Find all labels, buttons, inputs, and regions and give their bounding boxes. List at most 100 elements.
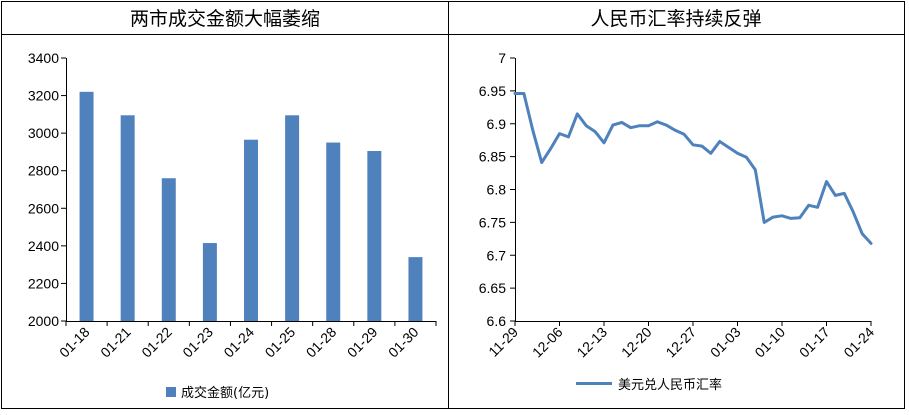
line-point — [585, 124, 588, 127]
bar-x-tick-label: 01-25 — [262, 324, 299, 361]
bar-y-axis-ticks: 2000 2200 2400 2600 2800 3000 3200 3400 — [28, 50, 66, 329]
bar-x-tick-label: 01-23 — [179, 324, 216, 361]
line-point — [718, 140, 721, 143]
line-x-tick-label: 11-29 — [485, 324, 521, 360]
bar-y-tick-label: 3000 — [28, 125, 59, 141]
line-x-tick-label: 12-20 — [618, 324, 655, 361]
line-point — [852, 210, 855, 214]
line-point — [593, 130, 597, 133]
line-point — [745, 156, 748, 159]
line-point — [825, 180, 828, 183]
line-y-tick-label: 6.8 — [487, 182, 507, 198]
line-y-tick-label: 6.65 — [479, 280, 506, 296]
bar-x-tick-label: 01-24 — [220, 324, 257, 361]
bar-series — [79, 91, 423, 322]
line-x-tick-label: 01-03 — [707, 324, 744, 361]
right-chart-title: 人民币汇率持续反弹 — [590, 8, 761, 30]
bar — [285, 115, 300, 322]
bar-y-tick-label: 3400 — [28, 50, 59, 66]
line-point — [754, 168, 757, 171]
bar-y-tick-label: 2600 — [28, 200, 59, 216]
bar-x-tick-label: 01-22 — [138, 324, 175, 361]
line-point — [682, 133, 686, 136]
bar — [202, 243, 217, 321]
bar — [408, 257, 423, 321]
line-point — [700, 144, 704, 148]
line-point — [629, 126, 632, 129]
bar — [120, 115, 135, 322]
line-point — [798, 216, 801, 219]
line-x-tick-label: 12-13 — [573, 324, 610, 361]
line-point — [647, 124, 650, 127]
bar — [326, 142, 341, 321]
line-point — [549, 147, 552, 150]
line-point — [860, 232, 864, 235]
line-point — [736, 152, 739, 155]
line-point — [869, 242, 873, 245]
line-point — [540, 161, 543, 164]
line-point — [816, 206, 819, 209]
line-point — [674, 129, 677, 132]
bar — [161, 178, 176, 321]
left-chart-title: 两市成交金额大幅萎缩 — [130, 8, 320, 30]
bar-y-tick-label: 2000 — [28, 313, 59, 329]
bar — [79, 91, 94, 321]
bar-x-tick-label: 01-18 — [56, 324, 93, 361]
exchange-rate-line — [513, 92, 873, 245]
bar-legend: 成交金额(亿元) — [166, 385, 269, 401]
bar-x-tick-label: 01-28 — [303, 324, 340, 361]
line-x-tick-label: 12-27 — [662, 324, 699, 361]
line-point — [611, 123, 615, 127]
line-x-tick-label: 01-24 — [840, 324, 877, 361]
line-point — [843, 192, 846, 195]
line-y-tick-label: 6.7 — [487, 247, 507, 263]
bar-y-tick-label: 2200 — [28, 275, 59, 291]
line-point — [656, 120, 659, 123]
line-point — [771, 215, 775, 219]
bar — [244, 139, 258, 321]
line-point — [665, 123, 668, 127]
line-point — [780, 214, 784, 217]
line-point — [763, 221, 766, 224]
line-y-tick-label: 6.85 — [479, 149, 506, 165]
line-point — [691, 143, 695, 146]
line-y-tick-label: 7 — [498, 50, 506, 66]
bar — [367, 150, 382, 321]
bar-x-tick-label: 01-29 — [344, 324, 381, 361]
line-x-tick-label: 01-17 — [796, 324, 833, 361]
bar-y-tick-label: 2400 — [28, 238, 59, 254]
line-y-tick-label: 6.75 — [479, 214, 506, 230]
line-y-tick-label: 6.6 — [487, 313, 507, 329]
line-point — [513, 92, 517, 95]
bar-legend-label: 成交金额(亿元) — [181, 385, 269, 401]
line-y-tick-label: 6.95 — [479, 83, 506, 99]
line-legend: 美元兑人民币汇率 — [576, 377, 722, 393]
line-y-axis-ticks: 6.6 6.65 6.7 6.75 6.8 6.85 6.9 6.95 7 — [479, 50, 515, 329]
line-point — [834, 194, 837, 197]
line-point — [709, 152, 712, 155]
bar-legend-swatch — [166, 387, 176, 397]
line-point — [558, 132, 561, 135]
line-x-tick-label: 01-10 — [751, 324, 788, 361]
line-legend-label: 美元兑人民币汇率 — [618, 377, 722, 393]
line-point — [522, 92, 526, 95]
line-series — [513, 92, 873, 245]
line-point — [638, 124, 641, 127]
bar-x-tick-label: 01-30 — [385, 324, 422, 361]
line-x-axis-ticks: 11-29 12-06 12-13 12-20 12-27 01-03 01-10 01-17… — [485, 321, 877, 360]
line-point — [602, 141, 606, 145]
line-point — [789, 217, 793, 220]
bar-y-tick-label: 2800 — [28, 163, 59, 179]
line-point — [576, 112, 579, 116]
line-x-tick-label: 12-06 — [529, 324, 566, 361]
outer-border — [1, 1, 905, 409]
line-y-tick-label: 6.9 — [487, 116, 507, 132]
line-point — [807, 204, 810, 207]
line-point — [620, 121, 623, 124]
line-chart: 6.6 6.65 6.7 6.75 6.8 6.85 6.9 6.95 7 11-29 12-06… — [479, 50, 878, 393]
bar-y-tick-label: 3200 — [28, 88, 59, 104]
bar-x-axis-ticks: 01-18 01-21 01-22 01-23 01-24 01-25 01-28 01-29… — [56, 321, 437, 361]
line-point — [727, 146, 730, 149]
